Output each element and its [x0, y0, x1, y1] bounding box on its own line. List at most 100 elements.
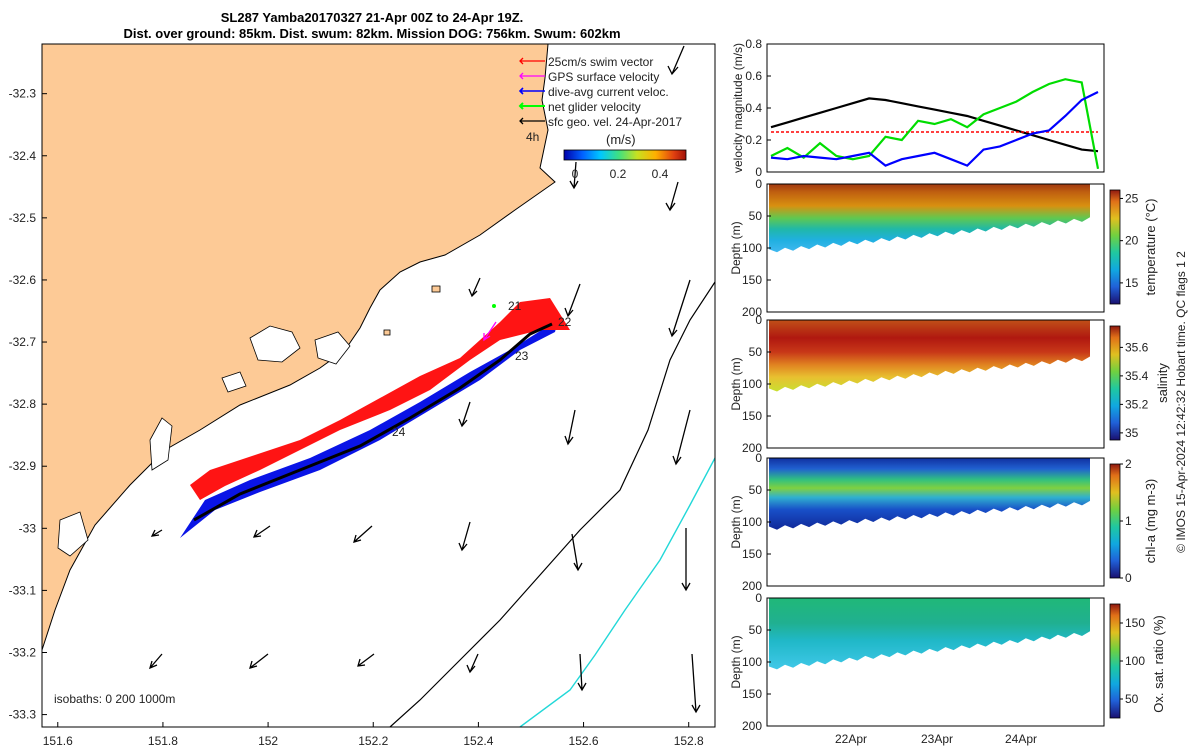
- map-ytick-label: -33.2: [9, 645, 37, 659]
- salinity-section: [769, 320, 1090, 392]
- velocity-ytick-label: 0.4: [745, 101, 762, 115]
- credit-text: © IMOS 15-Apr-2024 12:42:32 Hobart time.…: [1174, 251, 1188, 553]
- title-line-2: Dist. over ground: 85km. Dist. swum: 82k…: [123, 26, 620, 41]
- velocity-line-dive-avg-current: [770, 91, 1099, 167]
- colorbar-tick-0: 0: [572, 167, 579, 181]
- geo-velocity-arrows: [148, 45, 701, 714]
- map-ytick-label: -32.6: [9, 273, 37, 287]
- time-axis: 22Apr 23Apr 24Apr: [835, 732, 1037, 746]
- legend-label-net: net glider velocity: [548, 100, 641, 114]
- dive-avg-current-band: [180, 320, 558, 538]
- oxygen-y-axis: 0 50 100 150 200: [742, 591, 771, 733]
- colorbar-tick-1: 0.2: [610, 167, 627, 181]
- velocity-ytick-label: 0.6: [745, 69, 762, 83]
- chla-section: [769, 458, 1090, 530]
- colorbar-tick-label: 150: [1125, 616, 1145, 630]
- colorbar-tick-2: 0.4: [652, 167, 669, 181]
- oxygen-colorbar-label: Ox. sat. ratio (%): [1151, 615, 1166, 713]
- map-ytick-label: -33: [19, 521, 37, 535]
- section-ytick-label: 200: [742, 305, 762, 319]
- map-ytick-label: -32.8: [9, 397, 37, 411]
- colorbar-tick-label: 100: [1125, 654, 1145, 668]
- isobath-200m: [389, 281, 715, 727]
- map-islands: [383, 285, 441, 336]
- temperature-section: [769, 184, 1090, 253]
- section-ytick-label: 0: [755, 177, 762, 191]
- colorbar-tick-label: 35.4: [1125, 369, 1149, 383]
- day-label-23: 23: [515, 349, 529, 363]
- salinity-colorbar-label: salinity: [1155, 363, 1170, 403]
- oxygen-section: [769, 598, 1090, 670]
- colorbar-tick-label: 35.2: [1125, 397, 1149, 411]
- section-ytick-label: 0: [755, 313, 762, 327]
- map-ytick-label: -32.9: [9, 459, 37, 473]
- section-ytick-label: 150: [742, 409, 762, 423]
- legend-label-swim: 25cm/s swim vector: [548, 55, 653, 69]
- section-ytick-label: 0: [755, 451, 762, 465]
- section-ytick-label: 150: [742, 687, 762, 701]
- map-y-axis: -32.3 -32.4 -32.5 -32.6 -32.7 -32.8 -32.9 -33 -3…: [9, 87, 47, 722]
- velocity-ytick-label: 0.8: [745, 37, 762, 51]
- salinity-panel: 0 50 100 150 200 Depth (m) 35.6 35.4 35.2 35 sa…: [729, 313, 1170, 455]
- section-ytick-label: 100: [742, 377, 762, 391]
- time-tick-23apr: 23Apr: [921, 732, 953, 746]
- day-label-24: 24: [392, 425, 406, 439]
- glider-track: [193, 322, 553, 522]
- colorbar-tick-label: 0: [1125, 571, 1132, 585]
- time-tick-24apr: 24Apr: [1005, 732, 1037, 746]
- section-ytick-label: 0: [755, 591, 762, 605]
- map-colorbar: [563, 149, 687, 161]
- map-ytick-label: -33.1: [9, 583, 37, 597]
- temperature-colorbar: [1109, 189, 1121, 305]
- section-ytick-label: 200: [742, 719, 762, 733]
- section-ytick-label: 50: [749, 623, 763, 637]
- map-xtick-label: 151.6: [43, 734, 73, 748]
- chla-colorbar: [1109, 463, 1121, 579]
- map-lakes: [57, 325, 351, 557]
- map-ytick-label: -32.5: [9, 211, 37, 225]
- map-x-axis: 151.6 151.8 152 152.2 152.4 152.6 152.8: [43, 722, 704, 748]
- map-legend: 25cm/s swim vector GPS surface velocity …: [518, 55, 687, 181]
- oxygen-ylabel: Depth (m): [729, 635, 743, 688]
- map-ytick-label: -32.7: [9, 335, 37, 349]
- start-marker: [492, 304, 496, 308]
- map-panel: 151.6 151.8 152 152.2 152.4 152.6 152.8 -32.3-…: [9, 43, 716, 748]
- legend-geo-vector-icon: [519, 117, 545, 125]
- time-tick-22apr: 22Apr: [835, 732, 867, 746]
- temperature-ylabel: Depth (m): [729, 221, 743, 274]
- velocity-ylabel: velocity magnitude (m/s): [731, 43, 745, 173]
- map-xtick-label: 152: [258, 734, 278, 748]
- section-ytick-label: 150: [742, 273, 762, 287]
- chla-ylabel: Depth (m): [729, 495, 743, 548]
- map-xtick-label: 151.8: [148, 734, 178, 748]
- legend-gps-vector-icon: [519, 72, 545, 80]
- map-xtick-label: 152.8: [674, 734, 704, 748]
- chla-y-axis: 0 50 100 150 200: [742, 451, 771, 593]
- velocity-ytick-label: 0: [755, 165, 762, 179]
- colorbar-tick-label: 25: [1125, 191, 1139, 205]
- legend-label-current: dive-avg current veloc.: [548, 85, 669, 99]
- salinity-ylabel: Depth (m): [729, 357, 743, 410]
- colorbar-tick-label: 50: [1125, 692, 1139, 706]
- swim-vector-band: [190, 298, 570, 500]
- map-frame: [41, 43, 716, 728]
- legend-label-gps: GPS surface velocity: [548, 70, 659, 84]
- velocity-frame: [766, 43, 1105, 173]
- section-ytick-label: 100: [742, 655, 762, 669]
- gps-surface-arrow: [483, 321, 497, 342]
- colorbar-tick-label: 2: [1125, 457, 1132, 471]
- section-ytick-label: 200: [742, 441, 762, 455]
- legend-swim-vector-icon: [519, 57, 545, 65]
- colorbar-unit: (m/s): [606, 132, 636, 147]
- map-xtick-label: 152.4: [463, 734, 493, 748]
- velocity-y-axis: 0 0.2 0.4 0.6 0.8: [745, 37, 771, 179]
- legend-note: 4h: [526, 130, 539, 144]
- colorbar-tick-label: 15: [1125, 276, 1139, 290]
- colorbar-tick-label: 35.6: [1125, 340, 1149, 354]
- chla-colorbar-label: chl-a (mg m-3): [1143, 479, 1158, 564]
- colorbar-tick-label: 35: [1125, 426, 1139, 440]
- map-xtick-label: 152.2: [358, 734, 388, 748]
- legend-label-geo: sfc geo. vel. 24-Apr-2017: [548, 115, 682, 129]
- temperature-colorbar-ticks: 25 20 15: [1120, 191, 1139, 290]
